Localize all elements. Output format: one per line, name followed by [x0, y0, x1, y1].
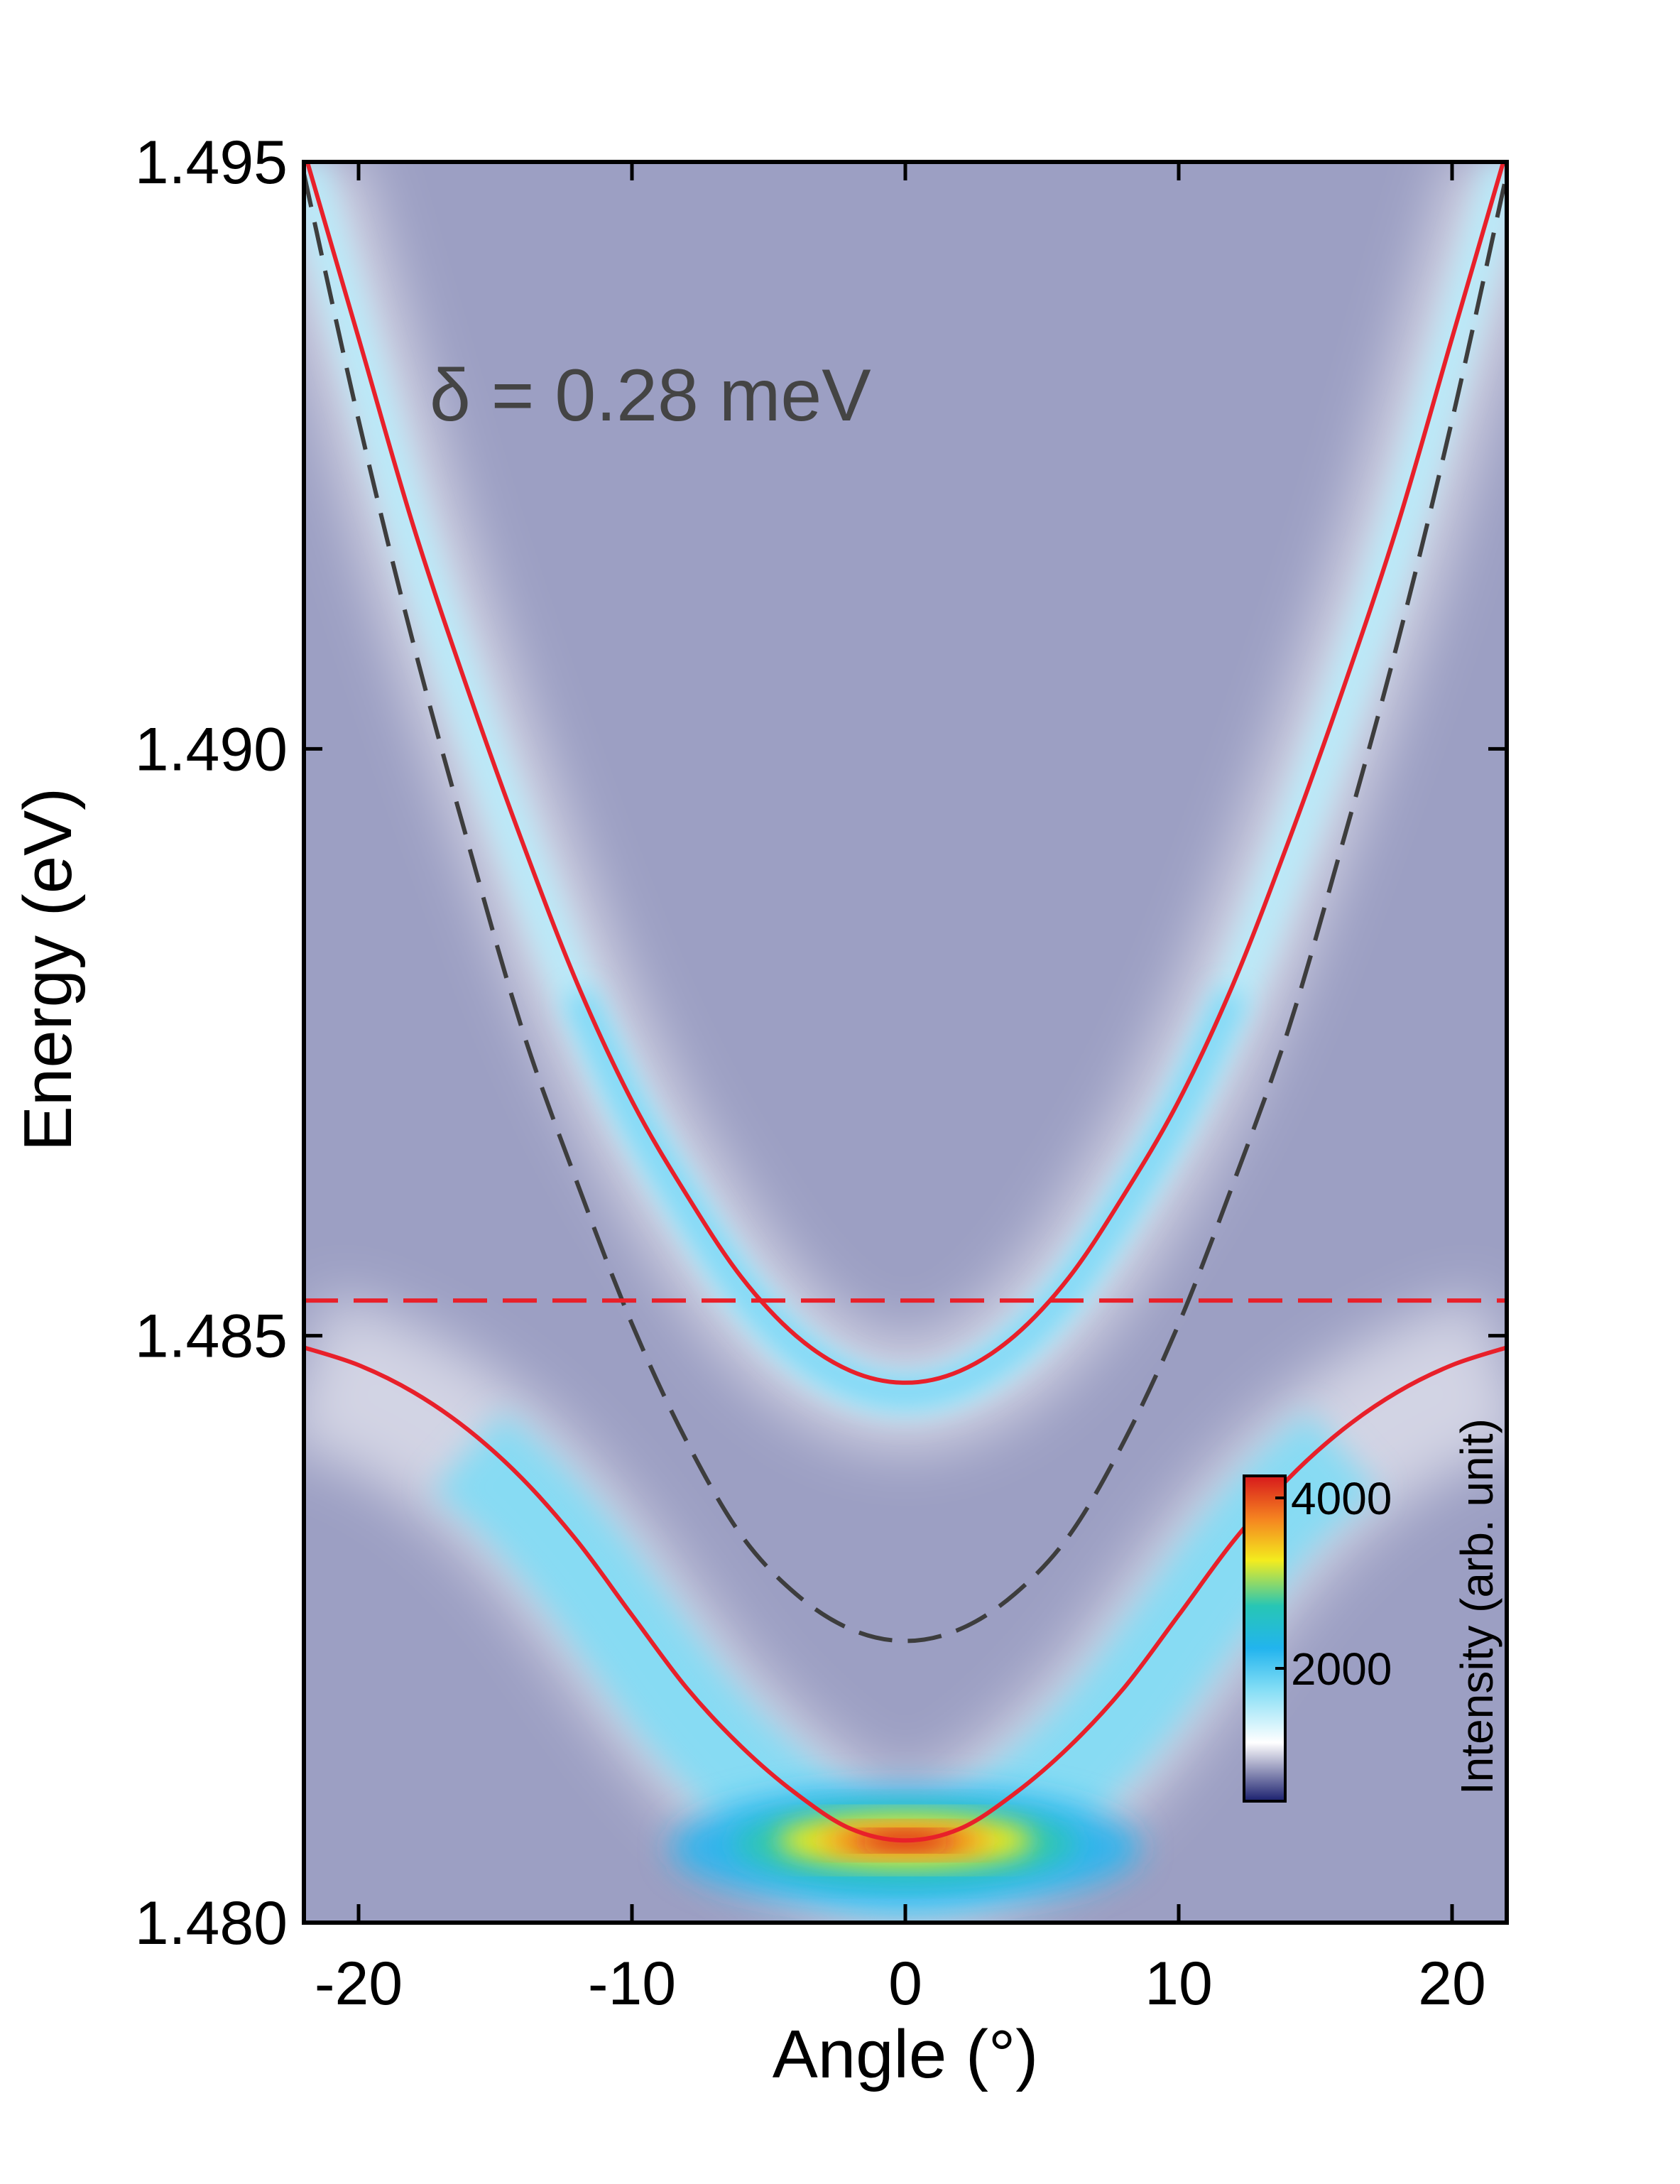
colorbar-gradient — [1243, 1474, 1287, 1803]
x-tick-labels: -20 -10 0 10 20 — [315, 1950, 1486, 2018]
colorbar-tick-label: 4000 — [1291, 1473, 1392, 1524]
colorbar: 4000 2000 Intensity (arb. unit) — [1243, 1418, 1502, 1803]
upper-emission-core — [564, 987, 1247, 1407]
plot-background — [304, 162, 1507, 1923]
upper-polariton-emission — [304, 162, 1507, 1449]
upper-polariton-fit-line — [305, 162, 1506, 1385]
y-tick-label: 1.490 — [135, 715, 288, 783]
intensity-heatmap — [304, 162, 1507, 1923]
bare-cavity-dashed-line — [304, 173, 1507, 1644]
lower-polariton-fit-line — [304, 1345, 1507, 1843]
y-tick-label: 1.480 — [135, 1889, 288, 1957]
x-tick-label: 20 — [1418, 1950, 1486, 2018]
x-axis-label: Angle (°) — [773, 2016, 1039, 2092]
y-axis-label: Energy (eV) — [10, 788, 86, 1151]
colorbar-label: Intensity (arb. unit) — [1451, 1418, 1502, 1795]
coupling-annotation: δ = 0.28 meV — [430, 354, 871, 437]
x-tick-label: 10 — [1145, 1950, 1213, 2018]
y-tick-labels: 1.480 1.485 1.490 1.495 — [135, 129, 288, 1957]
x-tick-label: -20 — [315, 1950, 403, 2018]
y-tick-label: 1.495 — [135, 129, 288, 197]
x-tick-label: -10 — [588, 1950, 676, 2018]
series-layer — [304, 162, 1507, 1843]
x-tick-label: 0 — [888, 1950, 922, 2018]
axis-ticks — [304, 160, 1507, 1925]
y-tick-label: 1.485 — [135, 1303, 288, 1371]
colorbar-tick-label: 2000 — [1291, 1644, 1392, 1695]
